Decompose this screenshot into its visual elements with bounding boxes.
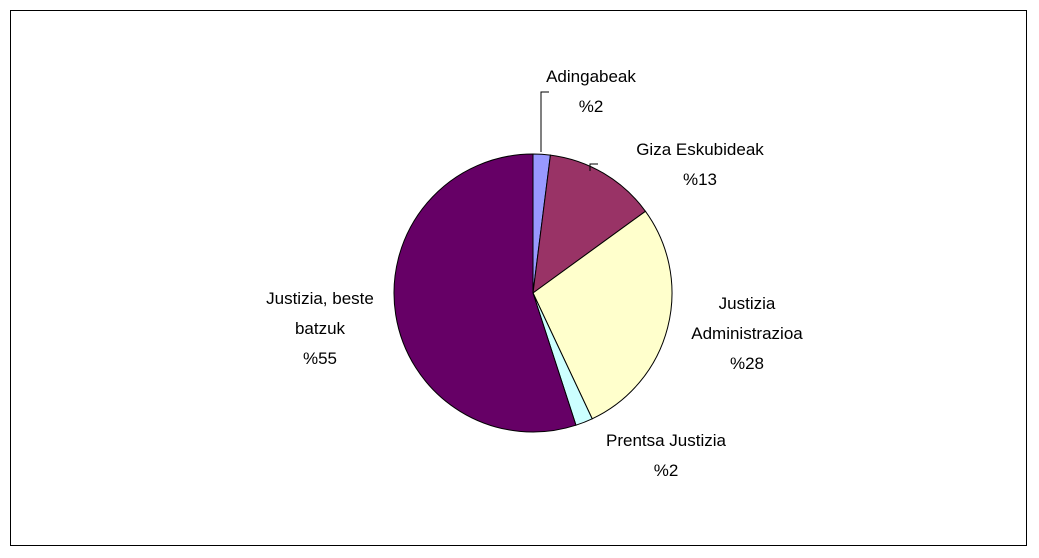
slice-name: Prentsa Justizia: [606, 431, 727, 450]
pie-slices: [393, 153, 673, 433]
leader-lines: [540, 91, 598, 171]
slice-label: Giza Eskubideak %13: [636, 140, 764, 189]
pie-slice: [393, 153, 577, 433]
slice-percent: %13: [683, 170, 717, 189]
slice-percent: %55: [303, 349, 337, 368]
slice-label: Justizia, beste batzuk %55: [266, 289, 374, 368]
slice-name: Adingabeak: [546, 67, 636, 86]
slice-name: Giza Eskubideak: [636, 140, 764, 159]
leader-line: [589, 163, 598, 171]
slice-labels: Adingabeak %2 Giza Eskubideak %13 Justizia Ad…: [266, 67, 803, 480]
pie-slice: [532, 154, 647, 295]
pie-slice: [532, 210, 673, 420]
slice-name: Justizia: [719, 294, 776, 313]
slice-name: Justizia, beste: [266, 289, 374, 308]
slice-name: batzuk: [295, 319, 346, 338]
slice-label: Prentsa Justizia %2: [606, 431, 727, 480]
slice-name: Administrazioa: [691, 324, 803, 343]
leader-line: [540, 91, 549, 152]
slice-percent: %2: [579, 97, 604, 116]
slice-percent: %2: [654, 461, 679, 480]
slice-label: Justizia Administrazioa %28: [691, 294, 803, 373]
slice-percent: %28: [730, 354, 764, 373]
slice-label: Adingabeak %2: [546, 67, 636, 116]
